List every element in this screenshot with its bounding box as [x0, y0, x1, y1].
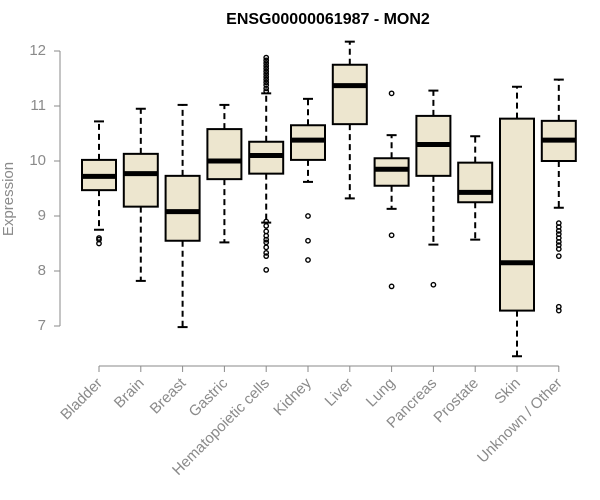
outlier-point: [263, 244, 270, 251]
outlier-point: [263, 76, 270, 83]
box-pancreas: [415, 89, 452, 288]
y-axis-label: Expression: [0, 162, 17, 236]
outlier-point: [305, 213, 311, 219]
outlier-point: [263, 228, 270, 235]
box-unknown-other: [540, 78, 577, 314]
iqr-box: [164, 174, 201, 242]
x-tick-label: Kidney: [270, 374, 315, 419]
iqr-box: [373, 157, 410, 187]
outlier-point: [555, 303, 562, 310]
outlier-point: [555, 253, 562, 260]
iqr-box: [457, 161, 494, 204]
outlier-point: [263, 73, 270, 80]
box-kidney: [290, 97, 326, 263]
x-tick-label: Breast: [147, 374, 190, 417]
boxes: [81, 40, 577, 358]
outlier-point: [263, 68, 270, 75]
y-tick-label: 11: [30, 97, 46, 114]
outlier-point: [430, 281, 437, 288]
outlier-point: [555, 231, 562, 238]
x-tick-label: Brain: [111, 375, 148, 412]
box-brain: [122, 107, 159, 282]
outlier-point: [305, 257, 311, 263]
outlier-point: [263, 253, 270, 260]
outlier-point: [96, 235, 102, 241]
outlier-point: [263, 79, 270, 86]
box-liver: [331, 40, 368, 200]
x-tick-label: Skin: [491, 375, 524, 408]
outlier-point: [263, 54, 270, 61]
x-tick-label: Liver: [322, 375, 357, 410]
iqr-box: [499, 117, 535, 312]
box-prostate: [457, 135, 494, 241]
y-tick-label: 12: [29, 42, 46, 59]
iqr-box: [331, 63, 368, 126]
y-axis: 7 8 9 10 11 12: [29, 42, 61, 334]
outlier-point: [263, 218, 270, 225]
outlier-point: [263, 65, 270, 72]
outlier-point: [263, 60, 270, 66]
x-tick-label: Lung: [363, 375, 399, 411]
box-gastric: [206, 103, 243, 244]
outlier-point: [263, 85, 270, 92]
box-lung: [373, 90, 410, 290]
outlier-point: [555, 220, 562, 227]
x-tick-label: Bladder: [57, 375, 106, 424]
outlier-point: [555, 242, 562, 249]
x-tick-label: Prostate: [430, 375, 482, 427]
y-tick-label: 8: [38, 262, 46, 279]
box-bladder: [81, 120, 117, 247]
outlier-point: [388, 232, 395, 239]
outlier-point: [388, 90, 395, 97]
y-tick-label: 10: [29, 152, 46, 169]
box-skin: [499, 85, 535, 358]
outlier-point: [263, 249, 270, 256]
box-hematopoietic-cells: [248, 54, 285, 273]
box-breast: [164, 103, 201, 329]
outlier-point: [263, 239, 270, 246]
y-tick-label: 7: [38, 317, 46, 334]
iqr-box: [206, 128, 243, 181]
outlier-point: [263, 82, 270, 89]
iqr-box: [122, 152, 159, 208]
outlier-point: [263, 266, 270, 273]
outlier-point: [263, 62, 270, 69]
outlier-point: [263, 88, 270, 95]
outlier-point: [263, 71, 270, 78]
outlier-point: [388, 283, 395, 290]
outlier-point: [305, 237, 311, 244]
chart-title: ENSG00000061987 - MON2: [226, 11, 430, 28]
outlier-point: [263, 57, 270, 64]
y-tick-label: 9: [38, 207, 46, 224]
